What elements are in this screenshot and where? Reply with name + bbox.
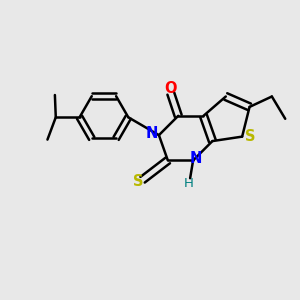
- Text: N: N: [190, 152, 202, 166]
- Text: S: S: [245, 128, 256, 143]
- Text: O: O: [165, 81, 177, 96]
- Text: N: N: [145, 126, 158, 141]
- Text: S: S: [133, 174, 143, 189]
- Text: H: H: [184, 177, 194, 190]
